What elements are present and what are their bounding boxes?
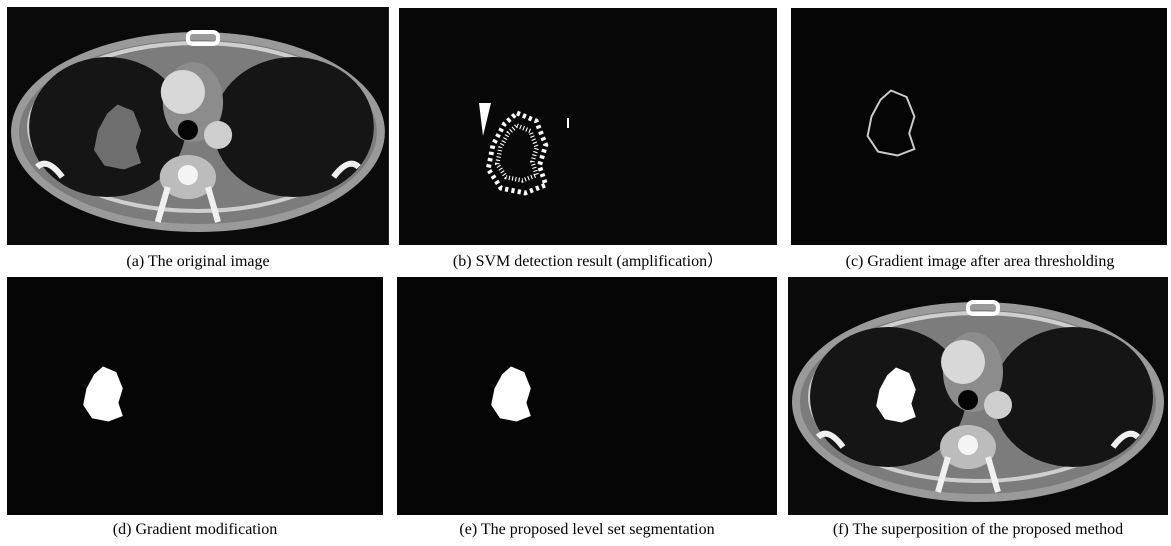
caption: (c) Gradient image after area thresholdi… xyxy=(846,253,1115,270)
caption: (a) The original image xyxy=(126,253,269,270)
panel-image xyxy=(7,7,389,245)
panel-image xyxy=(7,277,383,515)
panel-image xyxy=(791,8,1167,245)
caption: (f) The superposition of the proposed me… xyxy=(833,521,1123,538)
caption: (e) The proposed level set segmentation xyxy=(459,521,714,538)
caption: (d) Gradient modification xyxy=(113,521,277,538)
figure: (a) The original image (b) SVM detection… xyxy=(0,0,1171,546)
panel-image xyxy=(397,277,777,515)
panel-image xyxy=(399,8,777,245)
panel-image xyxy=(788,277,1168,515)
caption: (b) SVM detection result (amplification） xyxy=(453,252,723,270)
